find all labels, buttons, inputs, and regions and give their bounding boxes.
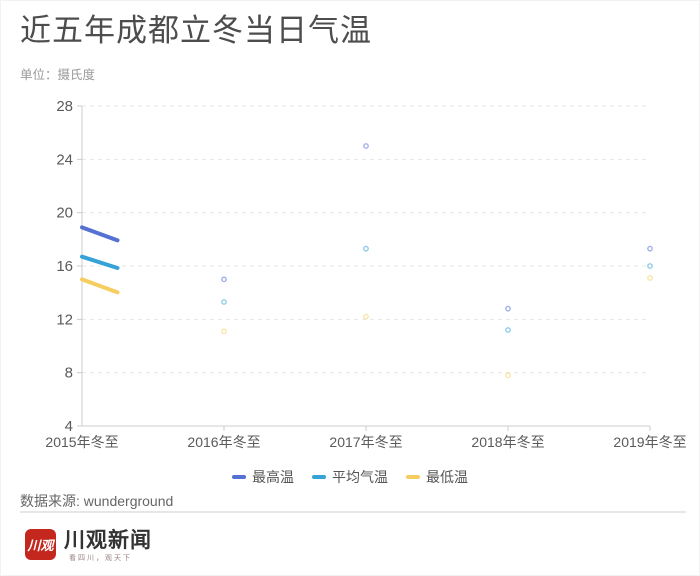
legend-marker-icon	[406, 475, 420, 479]
data-point-symbol	[647, 263, 653, 269]
chart-legend: 最高温 平均气温 最低温	[0, 467, 700, 487]
data-point-symbol	[363, 245, 369, 252]
temperature-line-chart[interactable]: 4 8 12 16 20 24 28 2015年冬至 2016年冬至 2017年冬至 2018年冬至…	[0, 95, 700, 465]
data-point-symbol	[647, 275, 653, 281]
brand-badge-icon: 川观	[25, 529, 56, 560]
brand-logo: 川观 川观新闻 看四川，观天下	[25, 529, 152, 563]
data-point-symbol	[363, 313, 369, 320]
legend-label: 最低温	[426, 469, 468, 485]
legend-marker-icon	[312, 475, 326, 479]
data-source-label: 数据来源: wunderground	[20, 493, 174, 509]
series-line-最低温	[80, 277, 120, 295]
y-axis-label: 20	[56, 205, 73, 222]
x-axis-label: 2019年冬至	[613, 434, 686, 450]
data-point-symbol	[647, 245, 653, 252]
legend-marker-icon	[232, 475, 246, 479]
y-axis-label: 16	[56, 258, 73, 275]
series-line-平均气温	[80, 254, 120, 270]
data-point-symbol	[221, 328, 227, 335]
data-point-symbol	[221, 276, 227, 283]
x-axis-label: 2018年冬至	[471, 434, 544, 450]
x-axis-label: 2016年冬至	[187, 434, 260, 450]
data-point-symbol	[221, 299, 227, 305]
y-axis-label: 28	[56, 98, 73, 115]
brand-name: 川观新闻	[64, 527, 152, 552]
legend-item-0[interactable]: 最高温	[232, 467, 294, 487]
brand-slogan: 看四川，观天下	[69, 555, 132, 562]
x-axis-label: 2015年冬至	[45, 434, 118, 450]
y-axis-label: 24	[56, 151, 73, 168]
y-axis-label: 12	[56, 311, 73, 328]
y-axis-label: 4	[65, 418, 73, 435]
unit-label: 单位：摄氏度	[20, 68, 96, 82]
chart-svg: 4 8 12 16 20 24 28 2015年冬至 2016年冬至 2017年冬至 2018年冬至…	[45, 98, 686, 450]
legend-item-1[interactable]: 平均气温	[312, 467, 388, 487]
data-point-symbol	[363, 143, 369, 149]
data-point-symbol	[505, 372, 511, 379]
series-line-最高温	[80, 225, 120, 243]
data-point-symbol	[505, 327, 511, 333]
footer-divider	[20, 511, 686, 513]
chart-title: 近五年成都立冬当日气温	[20, 13, 372, 48]
legend-item-2[interactable]: 最低温	[406, 467, 468, 487]
data-point-symbol	[505, 305, 511, 312]
legend-label: 最高温	[252, 469, 294, 485]
legend-label: 平均气温	[332, 469, 388, 485]
y-axis-label: 8	[65, 365, 73, 382]
x-axis-label: 2017年冬至	[329, 434, 402, 450]
